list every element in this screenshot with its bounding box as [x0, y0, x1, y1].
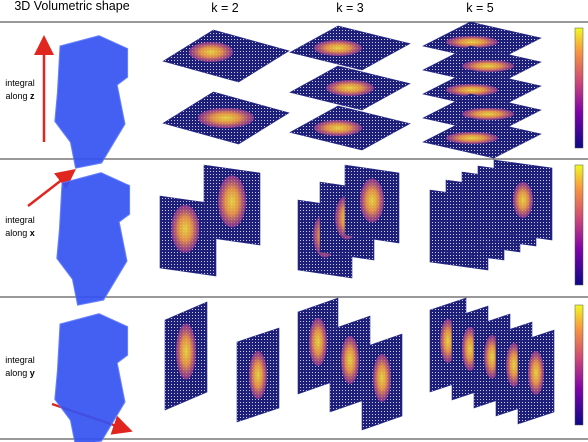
- artwork: [27, 21, 584, 442]
- heat-region: [314, 120, 362, 136]
- heat-region: [326, 80, 374, 96]
- heat-region: [462, 60, 514, 72]
- row-labels: integral along z integral along x integral al…: [5, 78, 35, 378]
- colorbar: [574, 164, 584, 286]
- row-label-prefix: along: [5, 91, 27, 101]
- heat-region: [249, 351, 267, 399]
- row-label-prefix: along: [5, 368, 27, 378]
- heat-region: [314, 40, 362, 56]
- heat-region: [446, 84, 498, 96]
- row-label: integral: [5, 355, 35, 365]
- row-label: integral: [5, 78, 35, 88]
- row-axis: y: [30, 368, 35, 378]
- row-label: along z: [5, 91, 35, 101]
- row-label: along y: [5, 368, 35, 378]
- heat-region: [171, 204, 200, 253]
- row-label: along x: [5, 228, 35, 238]
- volumetric-shape: [54, 313, 129, 442]
- row-label-prefix: along: [5, 228, 27, 238]
- heat-region: [528, 350, 544, 395]
- column-title: k = 5: [466, 1, 493, 15]
- row-axis: z: [30, 91, 35, 101]
- row-axis: x: [30, 228, 35, 238]
- heat-region: [360, 178, 384, 223]
- colorbar: [574, 304, 584, 426]
- arrow: [27, 168, 76, 207]
- heat-region: [446, 132, 498, 144]
- heat-region: [446, 36, 498, 48]
- heat-region: [176, 323, 196, 380]
- heat-region: [198, 108, 254, 128]
- column-title: k = 3: [336, 1, 363, 15]
- column-title: 3D Volumetric shape: [14, 0, 129, 13]
- heat-region: [373, 353, 391, 402]
- heat-region: [341, 335, 359, 384]
- header: 3D Volumetric shape k = 2 k = 3 k = 5: [14, 0, 493, 15]
- colorbar: [574, 27, 584, 149]
- heat-region: [462, 108, 514, 120]
- heat-region: [513, 182, 533, 218]
- heat-region: [189, 42, 233, 62]
- volumetric-shape: [54, 35, 129, 169]
- volumetric-shape: [56, 172, 131, 306]
- row-label: integral: [5, 215, 35, 225]
- heat-region: [309, 317, 327, 366]
- column-title: k = 2: [211, 1, 238, 15]
- heat-region: [218, 175, 246, 228]
